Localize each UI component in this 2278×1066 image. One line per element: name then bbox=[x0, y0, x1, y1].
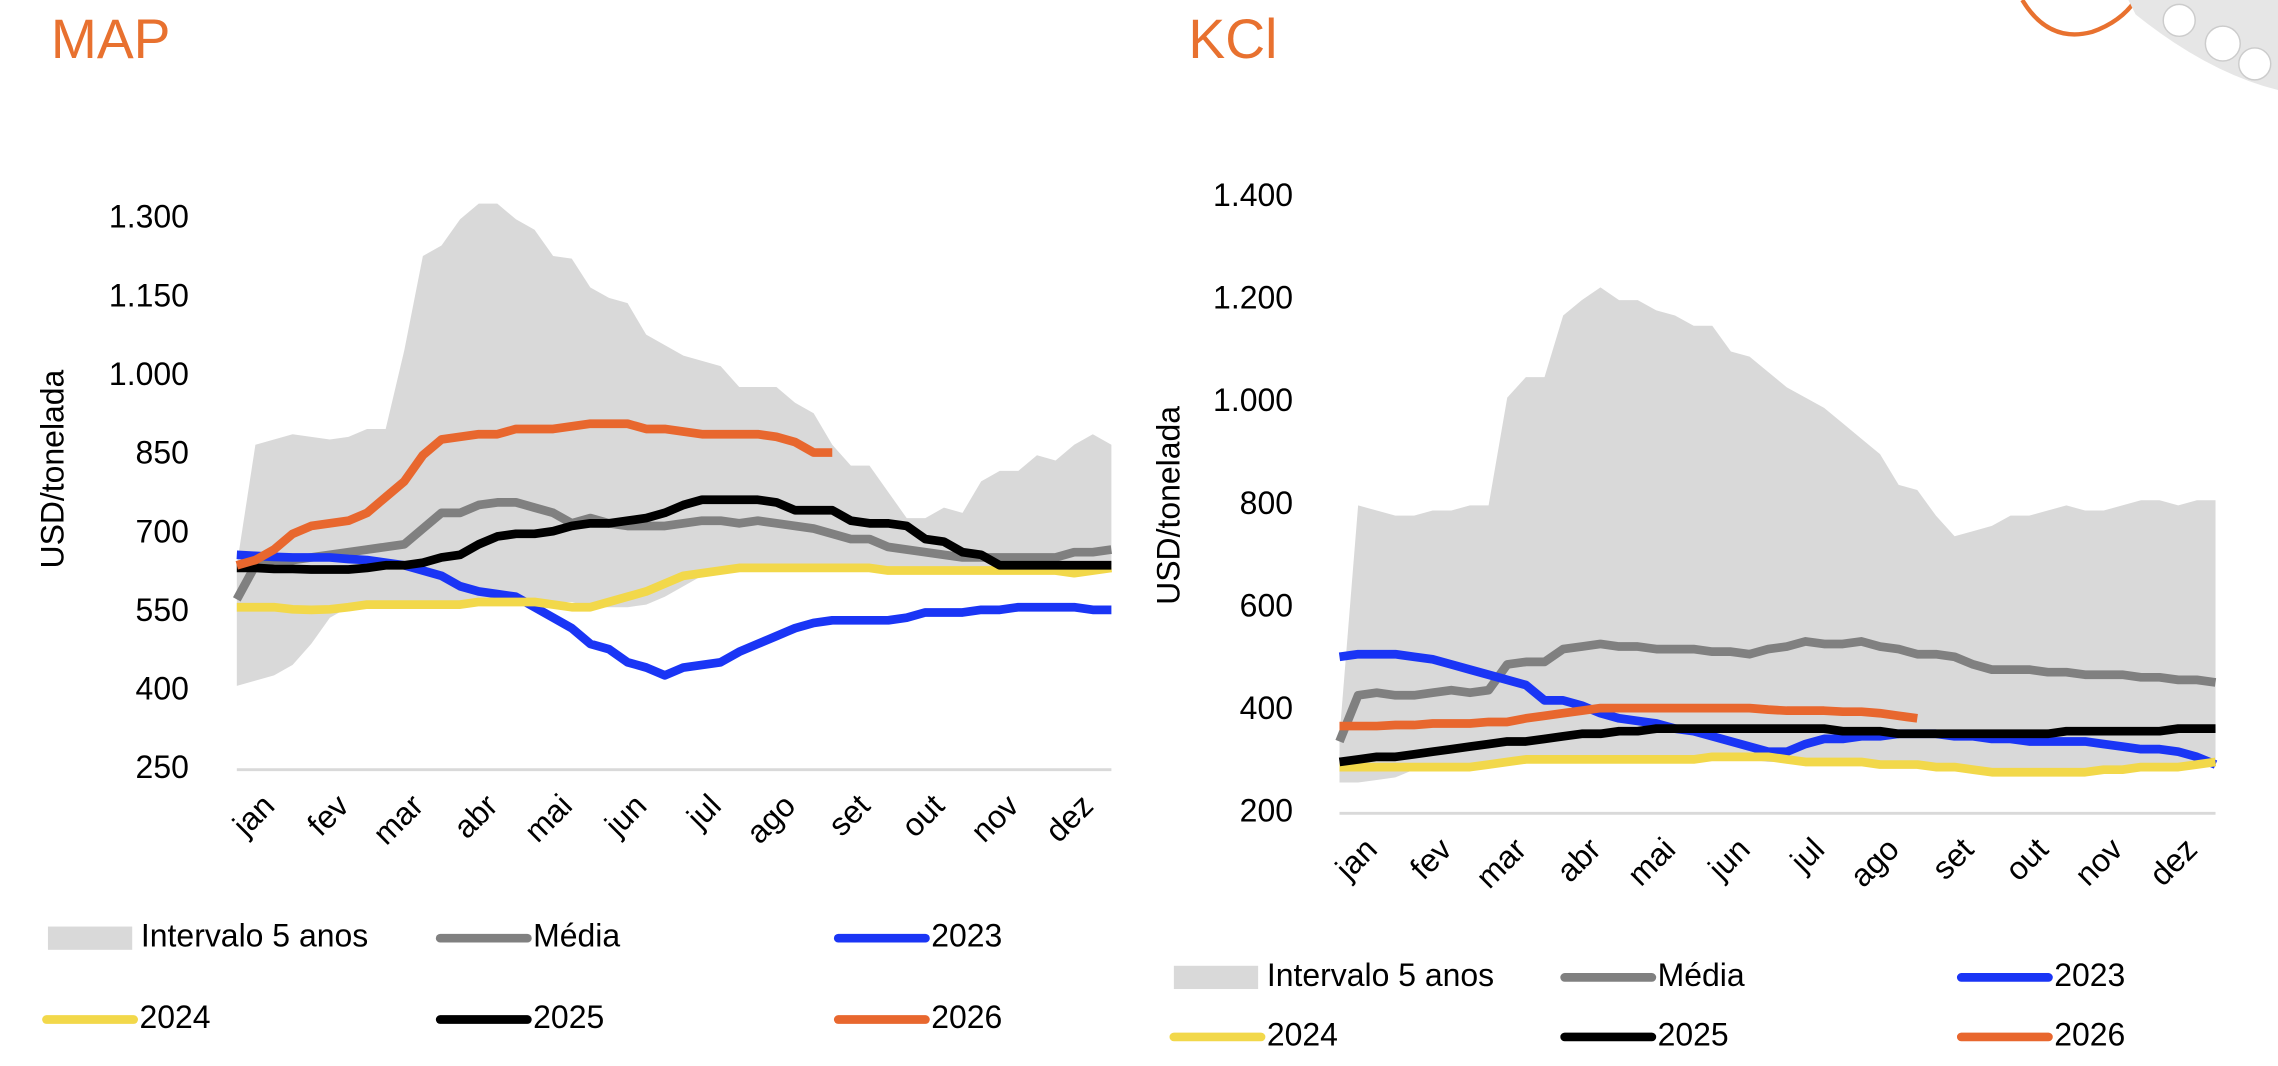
legend-label: Intervalo 5 anos bbox=[141, 918, 368, 954]
series-line bbox=[1338, 649, 2218, 769]
legend-label: Média bbox=[1658, 957, 1745, 993]
x-tick-label: abr bbox=[1550, 830, 1608, 888]
series-line bbox=[1335, 637, 2217, 744]
legend-label: Intervalo 5 anos bbox=[1267, 957, 1494, 993]
x-tick-label: dez bbox=[1038, 787, 1100, 849]
series-line bbox=[236, 563, 1113, 615]
x-tick-label: mar bbox=[366, 787, 431, 852]
x-tick-label: out bbox=[894, 787, 951, 844]
y-axis-title: USD/tonelada bbox=[35, 369, 71, 568]
x-tick-label: jan bbox=[1328, 831, 1384, 887]
series-line bbox=[1338, 724, 2216, 767]
series-line bbox=[1339, 703, 1918, 731]
y-tick-label: 250 bbox=[136, 749, 189, 785]
y-tick-label: 1.400 bbox=[1213, 177, 1293, 213]
x-tick-label: mai bbox=[517, 787, 579, 849]
y-tick-label: 1.300 bbox=[109, 199, 189, 235]
y-tick-label: 400 bbox=[136, 671, 189, 707]
y-tick-label: 550 bbox=[136, 592, 189, 628]
decoration bbox=[2020, 0, 2278, 91]
x-tick-label: out bbox=[1998, 831, 2055, 888]
decor-curve bbox=[2020, 0, 2138, 37]
legend-label: 2024 bbox=[1267, 1016, 1338, 1052]
y-tick-label: 700 bbox=[136, 513, 189, 549]
series-line bbox=[1339, 752, 2217, 777]
legend-label: 2026 bbox=[931, 999, 1002, 1035]
x-tick-label: jul bbox=[679, 787, 728, 836]
x-tick-label: set bbox=[821, 787, 877, 843]
x-tick-label: jun bbox=[597, 787, 653, 843]
series-line bbox=[235, 419, 833, 570]
x-tick-label: mar bbox=[1469, 830, 1534, 895]
x-tick-label: dez bbox=[2142, 831, 2204, 893]
x-tick-label: nov bbox=[2068, 831, 2130, 893]
legend-label: Média bbox=[533, 918, 620, 954]
series-line bbox=[232, 498, 1113, 602]
x-tick-label: ago bbox=[1843, 831, 1906, 894]
decor-ball bbox=[2204, 25, 2241, 62]
chart-title: MAP bbox=[51, 8, 171, 70]
y-tick-label: 1.000 bbox=[1213, 382, 1293, 418]
range-area bbox=[1339, 287, 2216, 783]
chart-title: KCl bbox=[1188, 8, 1277, 70]
y-tick-label: 1.200 bbox=[1213, 280, 1293, 316]
y-tick-label: 800 bbox=[1240, 485, 1293, 521]
legend-label: 2025 bbox=[1658, 1016, 1729, 1052]
legend-label: 2024 bbox=[139, 999, 210, 1035]
x-tick-label: abr bbox=[446, 787, 504, 845]
legend-label: 2025 bbox=[533, 999, 604, 1035]
x-tick-label: jul bbox=[1783, 831, 1832, 880]
x-tick-label: jun bbox=[1700, 831, 1756, 887]
x-tick-label: set bbox=[1925, 831, 1981, 887]
y-tick-label: 850 bbox=[136, 435, 189, 471]
y-tick-label: 1.000 bbox=[109, 356, 189, 392]
decor-ball bbox=[2162, 3, 2196, 38]
x-tick-label: fev bbox=[1403, 831, 1459, 887]
y-tick-label: 200 bbox=[1240, 793, 1293, 829]
x-tick-label: mai bbox=[1620, 831, 1682, 893]
x-tick-label: jan bbox=[225, 787, 281, 843]
legend-swatch bbox=[47, 926, 133, 950]
range-area bbox=[236, 203, 1112, 686]
y-tick-label: 400 bbox=[1240, 690, 1293, 726]
series-line bbox=[236, 495, 1112, 574]
legend-label: 2023 bbox=[931, 918, 1002, 954]
legend-label: 2023 bbox=[2054, 957, 2125, 993]
x-tick-label: nov bbox=[964, 787, 1026, 849]
decor-ball bbox=[2238, 47, 2272, 81]
y-tick-label: 600 bbox=[1240, 587, 1293, 623]
y-tick-label: 1.150 bbox=[109, 277, 189, 313]
x-tick-label: fev bbox=[300, 787, 356, 843]
legend-swatch bbox=[1173, 965, 1259, 990]
x-tick-label: ago bbox=[739, 787, 802, 850]
y-axis-title: USD/tonelada bbox=[1150, 406, 1186, 605]
legend-label: 2026 bbox=[2054, 1016, 2125, 1052]
